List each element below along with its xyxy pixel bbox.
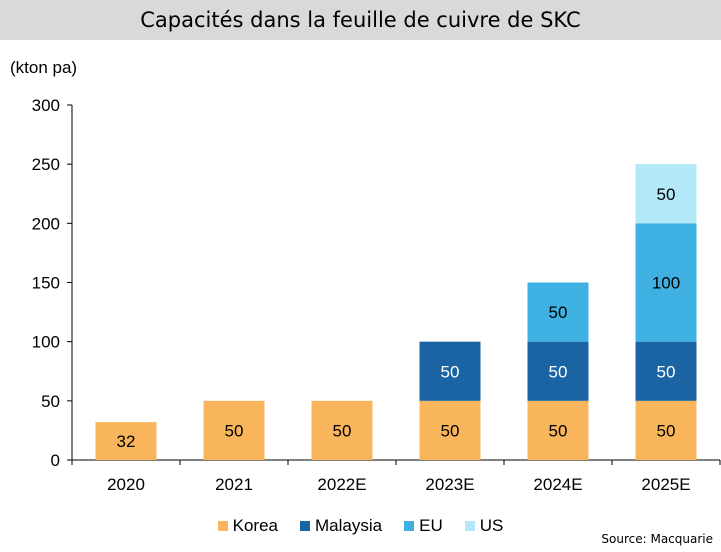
y-tick-label: 150 xyxy=(32,274,60,293)
legend-item-us: US xyxy=(464,516,504,536)
bar-segment-malaysia xyxy=(527,341,589,401)
legend-item-eu: EU xyxy=(404,516,443,536)
legend-label-us: US xyxy=(479,516,504,535)
y-tick-label: 300 xyxy=(32,96,60,115)
y-tick-label: 250 xyxy=(32,155,60,174)
y-tick-label: 100 xyxy=(32,333,60,352)
bar-segment-malaysia xyxy=(635,341,697,401)
bar-segment-korea xyxy=(311,400,373,460)
y-tick-label: 200 xyxy=(32,214,60,233)
x-tick-label: 2024E xyxy=(533,475,582,494)
legend-label-korea: Korea xyxy=(232,516,279,535)
legend-swatch-malaysia xyxy=(300,521,311,531)
legend-label-eu: EU xyxy=(419,516,443,535)
data-label: 50 xyxy=(657,185,676,204)
data-label: 50 xyxy=(549,421,568,440)
bar-segment-eu xyxy=(527,282,589,342)
y-tick-label: 50 xyxy=(41,392,60,411)
bar-segment-korea xyxy=(419,400,481,460)
legend-swatch-eu xyxy=(404,521,415,531)
data-label: 50 xyxy=(549,303,568,322)
data-label: 50 xyxy=(225,421,244,440)
data-label: 100 xyxy=(652,274,680,293)
data-label: 50 xyxy=(441,362,460,381)
x-tick-label: 2021 xyxy=(215,475,253,494)
bar-segment-korea xyxy=(527,400,589,460)
y-axis-label: (kton pa) xyxy=(10,58,78,77)
chart-legend: Korea Malaysia EU US xyxy=(0,516,721,536)
legend-swatch-us xyxy=(464,521,475,531)
data-label: 50 xyxy=(441,421,460,440)
bar-segment-korea xyxy=(635,400,697,460)
bar-segment-korea xyxy=(203,400,265,460)
data-label: 50 xyxy=(657,362,676,381)
legend-item-korea: Korea xyxy=(217,516,279,536)
x-tick-label: 2022E xyxy=(317,475,366,494)
legend-label-malaysia: Malaysia xyxy=(315,516,383,535)
x-tick-label: 2023E xyxy=(425,475,474,494)
y-tick-label: 0 xyxy=(51,451,60,470)
data-label: 32 xyxy=(117,432,136,451)
source-note: Source: Macquarie xyxy=(601,532,713,546)
data-label: 50 xyxy=(549,362,568,381)
legend-item-malaysia: Malaysia xyxy=(300,516,382,536)
x-tick-label: 2025E xyxy=(641,475,690,494)
data-label: 50 xyxy=(333,421,352,440)
bar-segment-malaysia xyxy=(419,341,481,401)
x-tick-label: 2020 xyxy=(107,475,145,494)
chart-title-bar: Capacités dans la feuille de cuivre de S… xyxy=(0,0,721,40)
bar-segment-eu xyxy=(635,223,697,342)
legend-swatch-korea xyxy=(217,521,228,531)
bar-segment-korea xyxy=(95,422,157,460)
bar-segment-us xyxy=(635,164,697,224)
chart-title: Capacités dans la feuille de cuivre de S… xyxy=(140,8,581,32)
data-label: 50 xyxy=(657,421,676,440)
